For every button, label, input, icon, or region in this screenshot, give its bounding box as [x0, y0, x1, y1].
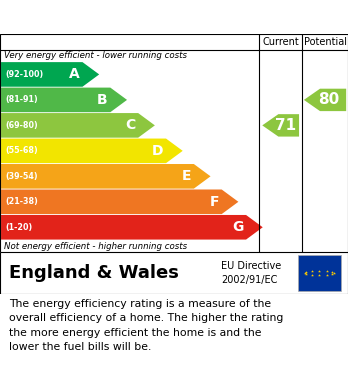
Text: Not energy efficient - higher running costs: Not energy efficient - higher running co…: [4, 242, 187, 251]
Text: G: G: [232, 220, 243, 234]
Text: (92-100): (92-100): [5, 70, 44, 79]
Text: D: D: [152, 144, 163, 158]
Polygon shape: [304, 89, 346, 111]
Text: (21-38): (21-38): [5, 197, 38, 206]
Text: 71: 71: [275, 118, 296, 133]
Polygon shape: [1, 113, 155, 138]
Text: (55-68): (55-68): [5, 146, 38, 155]
Text: England & Wales: England & Wales: [9, 264, 179, 282]
Text: EU Directive
2002/91/EC: EU Directive 2002/91/EC: [221, 262, 281, 285]
Text: The energy efficiency rating is a measure of the
overall efficiency of a home. T: The energy efficiency rating is a measur…: [9, 299, 283, 352]
Text: Energy Efficiency Rating: Energy Efficiency Rating: [9, 8, 238, 26]
Polygon shape: [1, 215, 263, 240]
Text: Potential: Potential: [303, 37, 347, 47]
Text: Current: Current: [262, 37, 299, 47]
Polygon shape: [1, 138, 183, 163]
Text: F: F: [209, 195, 219, 209]
Text: C: C: [125, 118, 135, 133]
Polygon shape: [262, 114, 299, 136]
Bar: [298, 255, 341, 291]
Text: (1-20): (1-20): [5, 223, 32, 232]
Text: E: E: [182, 169, 191, 183]
Text: (81-91): (81-91): [5, 95, 38, 104]
Text: 80: 80: [318, 92, 339, 108]
Text: (69-80): (69-80): [5, 121, 38, 130]
Polygon shape: [1, 164, 211, 188]
Text: A: A: [69, 67, 80, 81]
Text: Very energy efficient - lower running costs: Very energy efficient - lower running co…: [4, 52, 187, 61]
Polygon shape: [1, 62, 99, 87]
Polygon shape: [1, 88, 127, 112]
Text: B: B: [97, 93, 108, 107]
Polygon shape: [1, 190, 238, 214]
Text: (39-54): (39-54): [5, 172, 38, 181]
